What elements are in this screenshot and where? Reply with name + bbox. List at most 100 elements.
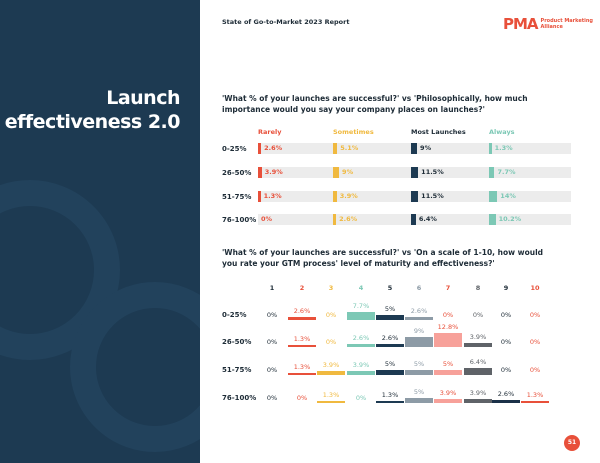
bar xyxy=(333,143,338,154)
bar xyxy=(489,191,498,202)
bar-track: 9% xyxy=(411,143,493,154)
bar xyxy=(376,344,404,347)
column-header: Always xyxy=(489,128,515,136)
bar xyxy=(489,143,492,154)
bar xyxy=(411,214,416,225)
bar xyxy=(347,311,375,320)
bar-value-label: 2.6% xyxy=(352,334,370,343)
sidebar-panel xyxy=(0,0,200,463)
bar xyxy=(288,317,316,320)
bar-track: 2.6% xyxy=(258,143,340,154)
bar-value-label: 11.5% xyxy=(421,168,444,176)
bar xyxy=(489,167,495,178)
bar-value-label: 9% xyxy=(413,327,425,336)
bar xyxy=(333,214,337,225)
bar xyxy=(405,369,433,375)
bar-track: 2.6% xyxy=(333,214,415,225)
row-label: 51-75% xyxy=(222,366,252,374)
bar xyxy=(347,370,375,375)
bar-value-label: 0% xyxy=(261,215,273,223)
bar-value-label: 7.7% xyxy=(497,168,516,176)
bar-track: 3.9% xyxy=(333,191,415,202)
bar xyxy=(376,401,404,403)
row-label: 26-50% xyxy=(222,169,252,177)
page-title: Launch effectiveness 2.0 xyxy=(4,87,181,133)
bar-track: 3.9% xyxy=(258,167,340,178)
bar-value-label: 1.3% xyxy=(293,363,311,371)
logo: PMA Product Marketing Alliance xyxy=(503,15,593,33)
bar xyxy=(405,397,433,403)
bar xyxy=(405,337,433,347)
bar-value-label: 3.9% xyxy=(469,332,487,341)
bar-value-label: 10.2% xyxy=(498,215,522,223)
bar-value-label: 1.3% xyxy=(381,391,399,399)
bar-value-label: 2.6% xyxy=(339,215,358,223)
bar-value-label: 5% xyxy=(442,359,454,368)
bar-value-label: 2.6% xyxy=(264,144,283,152)
bar-value-label: 3.9% xyxy=(352,360,370,369)
bar-value-label: 0% xyxy=(266,311,278,319)
column-header: Rarely xyxy=(258,128,282,136)
bar xyxy=(434,369,462,375)
bar-value-label: 0% xyxy=(442,311,454,319)
bar xyxy=(288,345,316,347)
column-header: Most Launches xyxy=(411,128,466,136)
row-label: 0-25% xyxy=(222,145,247,153)
column-header: 9 xyxy=(503,284,509,292)
bar xyxy=(376,369,404,375)
bar xyxy=(317,401,345,403)
bar-value-label: 3.9% xyxy=(322,360,340,369)
bar-value-label: 1.3% xyxy=(494,144,513,152)
bar-track: 7.7% xyxy=(489,167,571,178)
column-header: 6 xyxy=(416,284,422,292)
bar-track: 11.5% xyxy=(411,191,493,202)
bar-track: 11.5% xyxy=(411,167,493,178)
row-label: 0-25% xyxy=(222,311,247,319)
bar-value-label: 9% xyxy=(420,144,432,152)
bar-value-label: 5% xyxy=(413,359,425,368)
bar xyxy=(258,191,261,202)
bar-value-label: 2.6% xyxy=(497,390,515,399)
bar xyxy=(288,373,316,375)
bar-value-label: 0% xyxy=(266,394,278,402)
bar xyxy=(464,342,492,347)
bar-value-label: 9% xyxy=(342,168,354,176)
bar-value-label: 0% xyxy=(472,311,484,319)
bar-value-label: 0% xyxy=(325,338,337,346)
bar-value-label: 5% xyxy=(413,387,425,396)
bar xyxy=(347,344,375,347)
bar-value-label: 0% xyxy=(529,311,541,319)
bar-value-label: 0% xyxy=(529,366,541,374)
report-title: State of Go-to-Market 2023 Report xyxy=(222,18,350,26)
bar xyxy=(317,370,345,375)
bar-value-label: 3.9% xyxy=(469,388,487,397)
bar-track: 1.3% xyxy=(258,191,340,202)
bar-value-label: 5% xyxy=(384,359,396,368)
bar-value-label: 3.9% xyxy=(264,168,283,176)
column-header: 1 xyxy=(269,284,275,292)
row-label: 26-50% xyxy=(222,338,252,346)
bar-value-label: 12.8% xyxy=(437,322,459,331)
column-header: 2 xyxy=(299,284,305,292)
bar xyxy=(492,400,520,403)
bar-value-label: 3.9% xyxy=(339,192,358,200)
bar-value-label: 0% xyxy=(500,311,512,319)
bar-value-label: 5% xyxy=(384,304,396,313)
page-number: 51 xyxy=(564,435,580,451)
bar-value-label: 0% xyxy=(266,338,278,346)
bar xyxy=(411,167,419,178)
bar-value-label: 1.3% xyxy=(293,335,311,343)
bar xyxy=(258,167,262,178)
bar-value-label: 2.6% xyxy=(293,307,311,316)
bar xyxy=(333,167,340,178)
bar xyxy=(333,191,337,202)
bar-track: 6.4% xyxy=(411,214,493,225)
bar-track: 10.2% xyxy=(489,214,571,225)
bar-value-label: 11.5% xyxy=(421,192,444,200)
bar-track: 14% xyxy=(489,191,571,202)
row-label: 51-75% xyxy=(222,193,252,201)
bar xyxy=(405,317,433,320)
column-header: 7 xyxy=(445,284,451,292)
bar-value-label: 1.3% xyxy=(263,192,282,200)
bar-value-label: 5.1% xyxy=(340,144,359,152)
